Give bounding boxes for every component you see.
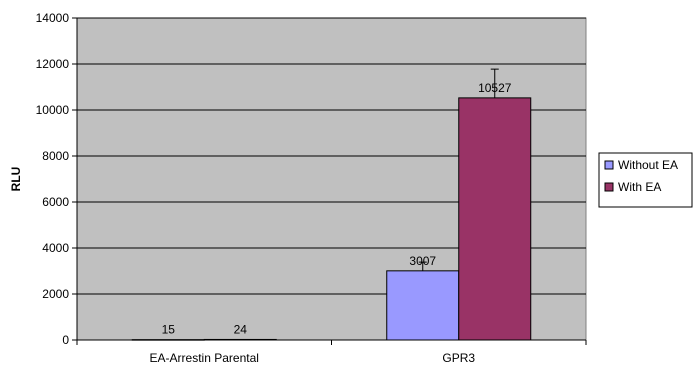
y-axis-label: RLU	[9, 167, 23, 192]
legend-swatch	[604, 182, 614, 192]
x-category-label: EA-Arrestin Parental	[150, 351, 259, 365]
y-tick-labels: 0 2000 4000 6000 8000 10000 12000 14000	[36, 11, 70, 347]
y-tick-label: 8000	[42, 149, 69, 163]
y-tick-label: 10000	[36, 103, 70, 117]
legend: Without EA With EA	[598, 152, 693, 208]
y-tick-label: 4000	[42, 241, 69, 255]
data-label: 24	[234, 322, 248, 336]
data-label: 3007	[409, 254, 436, 268]
legend-swatch	[604, 160, 614, 170]
x-category-label: GPR3	[442, 351, 475, 365]
data-label: 15	[162, 323, 176, 337]
bar-without-ea-1	[386, 270, 460, 341]
legend-box	[598, 152, 693, 208]
y-tick-label: 2000	[42, 287, 69, 301]
y-tick-label: 6000	[42, 195, 69, 209]
legend-label: With EA	[618, 180, 661, 194]
axes	[72, 17, 587, 345]
data-labels: 15 24 3007 10527	[162, 81, 512, 337]
y-tick-label: 14000	[36, 11, 70, 25]
x-category-labels: EA-Arrestin Parental GPR3	[150, 351, 476, 365]
data-label: 10527	[478, 81, 512, 95]
y-tick-label: 0	[62, 333, 69, 347]
legend-label: Without EA	[618, 158, 678, 172]
y-tick-label: 12000	[36, 57, 70, 71]
bar-with-ea-1	[458, 97, 532, 341]
